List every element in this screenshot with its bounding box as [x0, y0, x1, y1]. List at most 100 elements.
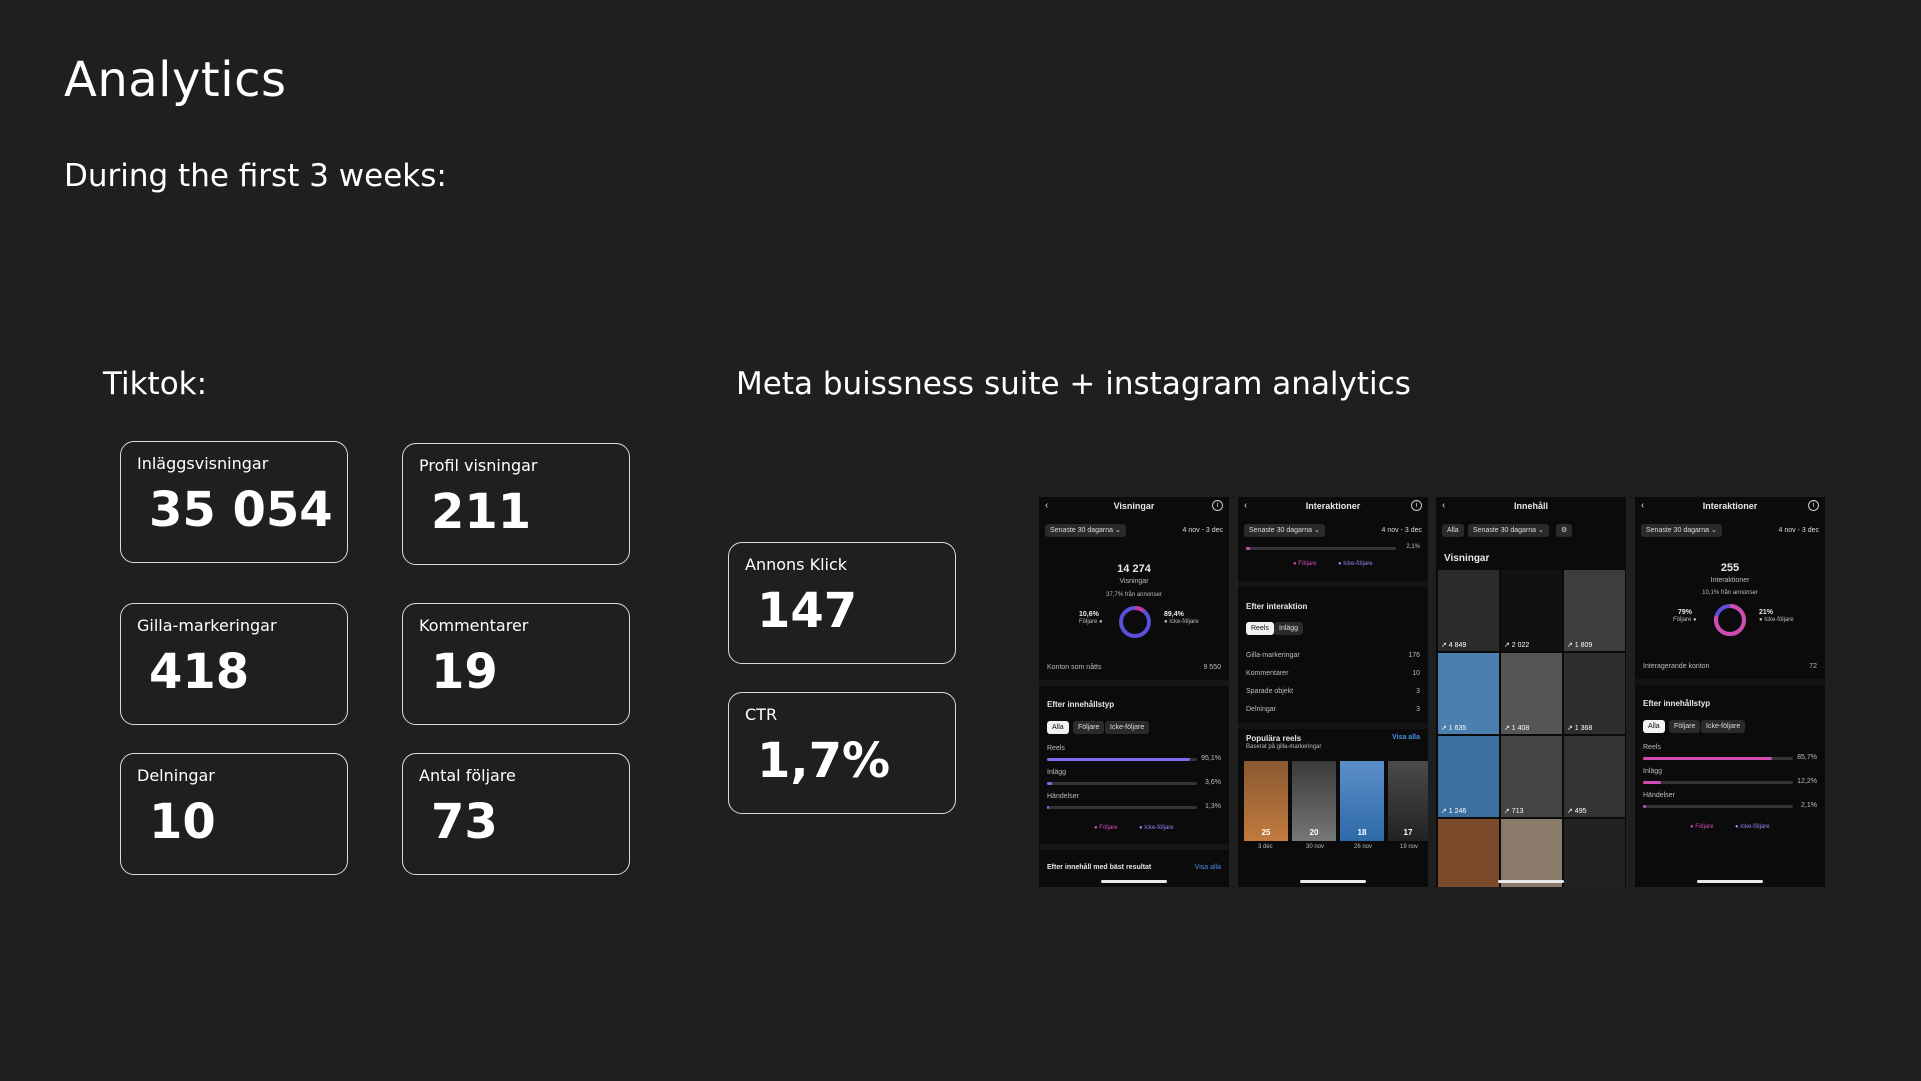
content-thumbnail[interactable]: ↗ 1 408	[1501, 653, 1562, 734]
row-label: Delningar	[1246, 706, 1276, 713]
row-value: 3	[1416, 706, 1420, 713]
row-label: Kommentarer	[1246, 670, 1289, 677]
stat-value: 35 054	[149, 482, 333, 538]
stat-card-views: Inläggsvisningar 35 054	[120, 441, 348, 563]
non-followers-label: ● Icke-följare	[1164, 619, 1199, 625]
stat-value: 211	[431, 484, 532, 540]
row-label: Sparade objekt	[1246, 688, 1294, 695]
screenshot-content: ‹ Innehåll Alla Senaste 30 dagarna ⌄ ⚙ V…	[1436, 497, 1626, 887]
legend-non-followers: ● Icke-följare	[1338, 561, 1373, 567]
reached-value: 72	[1809, 663, 1817, 670]
row-pct: 95,1%	[1201, 755, 1221, 762]
legend-followers: ● Följare	[1690, 824, 1714, 830]
followers-pct: 10,6%	[1079, 611, 1099, 618]
row-value: 176	[1408, 652, 1420, 659]
stat-label: Annons Klick	[745, 555, 848, 574]
back-arrow-icon[interactable]: ‹	[1641, 500, 1645, 511]
back-arrow-icon[interactable]: ‹	[1442, 500, 1446, 511]
see-all-link[interactable]: Visa alla	[1392, 734, 1420, 741]
bar-posts	[1047, 782, 1052, 785]
reel-thumbnail[interactable]: 25	[1244, 761, 1288, 841]
stat-value: 10	[149, 794, 216, 850]
bar-reels	[1643, 757, 1772, 760]
content-thumbnail[interactable]: ↗ 713	[1501, 736, 1562, 817]
screen-title: Interaktioner	[1702, 501, 1758, 511]
row-label: Inlägg	[1643, 768, 1663, 775]
stat-card-followers: Antal följare 73	[402, 753, 630, 875]
reached-value: 9 550	[1203, 664, 1221, 671]
bar-events	[1047, 806, 1049, 809]
row-value: 3	[1416, 688, 1420, 695]
stat-label: CTR	[745, 705, 778, 724]
content-thumbnail[interactable]: ↗ 1 246	[1438, 736, 1499, 817]
stat-label: Antal följare	[419, 766, 516, 785]
stat-value: 19	[431, 644, 498, 700]
row-label: Reels	[1643, 744, 1661, 751]
screen-title: Interaktioner	[1305, 501, 1361, 511]
row-label: Händelser	[1643, 792, 1675, 799]
stat-card-likes: Gilla-markeringar 418	[120, 603, 348, 725]
legend-non-followers: ● Icke-följare	[1735, 824, 1770, 830]
bar-reels	[1047, 758, 1190, 761]
content-thumbnail[interactable]	[1438, 819, 1499, 887]
info-icon[interactable]: i	[1411, 500, 1422, 511]
tab-posts[interactable]: Inlägg	[1274, 622, 1304, 635]
content-thumbnail[interactable]: ↗ 1 635	[1438, 653, 1499, 734]
tab-followers[interactable]: Följare	[1669, 720, 1701, 733]
tab-all[interactable]: Alla	[1442, 524, 1464, 537]
content-thumbnail[interactable]	[1564, 819, 1625, 887]
see-all-link[interactable]: Visa alla	[1194, 864, 1221, 871]
period-dropdown[interactable]: Senaste 30 dagarna ⌄	[1244, 524, 1325, 537]
tab-all[interactable]: Alla	[1643, 720, 1665, 733]
date-range: 4 nov - 3 dec	[1381, 527, 1422, 534]
content-thumbnail[interactable]: ↗ 495	[1564, 736, 1625, 817]
info-icon[interactable]: i	[1808, 500, 1819, 511]
stat-card-ad-clicks: Annons Klick 147	[728, 542, 956, 664]
back-arrow-icon[interactable]: ‹	[1244, 500, 1248, 511]
stat-value: 73	[431, 794, 498, 850]
views-count: ↗ 1 246	[1441, 808, 1467, 815]
stat-label: Inläggsvisningar	[137, 454, 269, 473]
filter-icon[interactable]: ⚙	[1556, 524, 1573, 537]
views-count: ↗ 1 368	[1567, 725, 1593, 732]
legend-followers: ● Följare	[1094, 825, 1118, 831]
legend-followers: ● Följare	[1293, 561, 1317, 567]
period-dropdown[interactable]: Senaste 30 dagarna ⌄	[1641, 524, 1722, 537]
screenshot-views: ‹ Visningar i Senaste 30 dagarna ⌄ 4 nov…	[1039, 497, 1229, 887]
content-thumbnail[interactable]	[1501, 819, 1562, 887]
row-pct: 85,7%	[1797, 754, 1817, 761]
row-pct: 12,2%	[1797, 778, 1817, 785]
tab-non-followers[interactable]: Icke-följare	[1701, 720, 1746, 733]
period-dropdown[interactable]: Senaste 30 dagarna ⌄	[1468, 524, 1549, 537]
reel-thumbnail[interactable]: 20	[1292, 761, 1336, 841]
content-thumbnail[interactable]: ↗ 1 809	[1564, 570, 1625, 651]
non-followers-pct: 89,4%	[1164, 611, 1184, 618]
tab-all[interactable]: Alla	[1047, 721, 1069, 734]
section-title: Visningar	[1444, 553, 1490, 564]
tab-followers[interactable]: Följare	[1073, 721, 1105, 734]
total-value: 14 274	[1117, 563, 1151, 575]
tab-non-followers[interactable]: Icke-följare	[1105, 721, 1150, 734]
row-label: Reels	[1047, 745, 1065, 752]
info-icon[interactable]: i	[1212, 500, 1223, 511]
screen-title: Innehåll	[1513, 501, 1548, 511]
row-pct: 1,3%	[1205, 803, 1221, 810]
tab-reels[interactable]: Reels	[1246, 622, 1274, 635]
content-thumbnail[interactable]: ↗ 2 022	[1501, 570, 1562, 651]
period-dropdown[interactable]: Senaste 30 dagarna ⌄	[1045, 524, 1126, 537]
screen-title: Visningar	[1113, 501, 1155, 511]
donut-chart	[1119, 606, 1151, 638]
legend-non-followers: ● Icke-följare	[1139, 825, 1174, 831]
views-count: ↗ 2 022	[1504, 642, 1530, 649]
content-thumbnail[interactable]: ↗ 1 368	[1564, 653, 1625, 734]
content-thumbnail[interactable]: ↗ 4 849	[1438, 570, 1499, 651]
back-arrow-icon[interactable]: ‹	[1045, 500, 1049, 511]
row-label: Gilla-markeringar	[1246, 652, 1300, 659]
stat-value: 147	[757, 583, 858, 639]
views-count: ↗ 1 408	[1504, 725, 1530, 732]
non-followers-label: ● Icke-följare	[1759, 617, 1794, 623]
views-count: ↗ 713	[1504, 808, 1524, 815]
views-count: ↗ 1 809	[1567, 642, 1593, 649]
reel-thumbnail[interactable]: 17	[1388, 761, 1428, 841]
reel-thumbnail[interactable]: 18	[1340, 761, 1384, 841]
